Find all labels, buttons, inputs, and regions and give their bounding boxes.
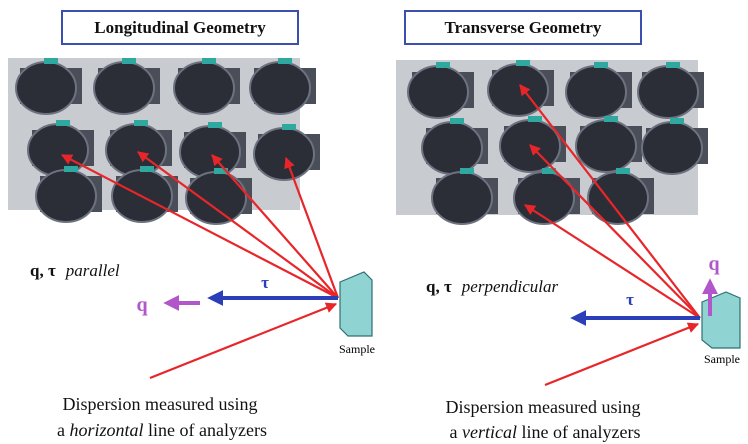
qt-label: q, τ perpendicular bbox=[426, 277, 558, 296]
qt-bold: q, τ bbox=[30, 261, 56, 280]
panel-title: Transverse Geometry bbox=[445, 18, 602, 37]
caption-part: vertical bbox=[462, 422, 517, 442]
caption-line: a vertical line of analyzers bbox=[450, 422, 641, 442]
caption-line: Dispersion measured using bbox=[446, 397, 641, 417]
qt-label: q, τ parallel bbox=[30, 261, 120, 280]
caption-line: a horizontal line of analyzers bbox=[57, 420, 267, 440]
tau-label: τ bbox=[626, 290, 634, 309]
caption-line: Dispersion measured using bbox=[63, 394, 258, 414]
sample-block bbox=[702, 292, 740, 348]
q-label: q bbox=[136, 294, 147, 316]
figure: Longitudinal Geometry τ q q, τ parallel S… bbox=[0, 0, 748, 444]
caption-part: a bbox=[450, 422, 463, 442]
panel-title: Longitudinal Geometry bbox=[94, 18, 266, 37]
sample-label: Sample bbox=[339, 342, 375, 356]
caption-part: line of analyzers bbox=[517, 422, 640, 442]
qt-italic: perpendicular bbox=[461, 277, 559, 296]
q-label: q bbox=[708, 253, 719, 275]
sample-block bbox=[340, 272, 372, 336]
caption-part: line of analyzers bbox=[144, 420, 267, 440]
qt-italic: parallel bbox=[65, 261, 120, 280]
caption-part: a bbox=[57, 420, 70, 440]
qt-bold: q, τ bbox=[426, 277, 452, 296]
sample-label: Sample bbox=[704, 352, 740, 366]
tau-label: τ bbox=[261, 273, 269, 292]
caption-part: horizontal bbox=[70, 420, 144, 440]
